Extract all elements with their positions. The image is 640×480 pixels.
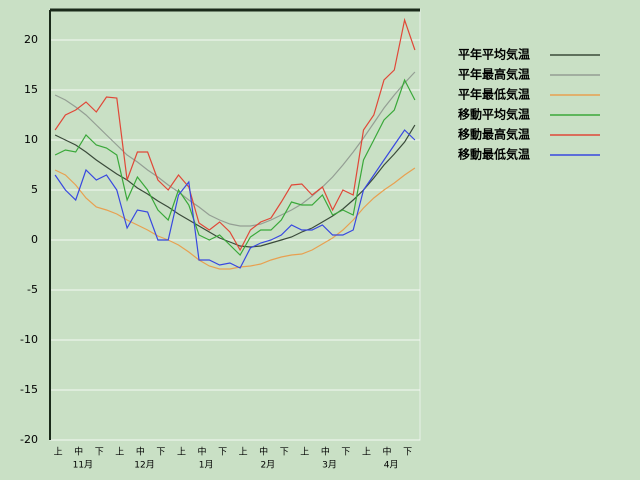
legend-label: 平年最高気温 bbox=[458, 67, 530, 82]
x-tick-label: 中 bbox=[383, 446, 392, 458]
x-tick-label: 上 bbox=[54, 447, 63, 458]
x-tick-label: 上 bbox=[115, 447, 124, 458]
legend-label: 移動平均気温 bbox=[458, 107, 530, 122]
month-label: 12月 bbox=[134, 460, 154, 471]
month-label: 4月 bbox=[384, 460, 399, 471]
x-tick-label: 中 bbox=[136, 446, 145, 458]
series-line bbox=[54, 167, 416, 270]
y-tick-label: 15 bbox=[24, 83, 38, 96]
x-tick-label: 下 bbox=[156, 448, 165, 458]
month-label: 11月 bbox=[73, 460, 93, 471]
series-line bbox=[54, 129, 416, 269]
y-tick-label: 10 bbox=[24, 133, 38, 146]
series-line bbox=[54, 71, 416, 227]
x-tick-label: 中 bbox=[198, 446, 207, 458]
series-line bbox=[54, 17, 416, 252]
x-tick-label: 中 bbox=[259, 446, 268, 458]
legend-label: 平年平均気温 bbox=[458, 47, 530, 62]
x-tick-label: 下 bbox=[403, 448, 412, 458]
month-label: 2月 bbox=[260, 460, 275, 471]
x-tick-label: 上 bbox=[362, 447, 371, 458]
month-label: 1月 bbox=[199, 460, 214, 471]
y-tick-label: -5 bbox=[27, 283, 38, 296]
x-tick-label: 下 bbox=[218, 448, 227, 458]
legend-label: 移動最高気温 bbox=[458, 127, 530, 142]
y-tick-label: 5 bbox=[31, 183, 38, 196]
y-tick-label: -15 bbox=[20, 383, 38, 396]
x-tick-label: 上 bbox=[239, 447, 248, 458]
x-tick-label: 下 bbox=[95, 448, 104, 458]
x-tick-label: 中 bbox=[74, 446, 83, 458]
legend-label: 移動最低気温 bbox=[458, 147, 530, 162]
x-tick-label: 下 bbox=[280, 448, 289, 458]
x-tick-label: 中 bbox=[321, 446, 330, 458]
y-tick-label: 0 bbox=[31, 233, 38, 246]
legend-label: 平年最低気温 bbox=[458, 87, 530, 102]
y-tick-label: -10 bbox=[20, 333, 38, 346]
x-tick-label: 上 bbox=[300, 447, 309, 458]
x-tick-label: 下 bbox=[341, 448, 350, 458]
x-tick-label: 上 bbox=[177, 447, 186, 458]
month-label: 3月 bbox=[322, 460, 337, 471]
y-tick-label: -20 bbox=[20, 433, 38, 446]
series-line bbox=[54, 78, 416, 256]
y-tick-label: 20 bbox=[24, 33, 38, 46]
series-line bbox=[54, 124, 416, 248]
